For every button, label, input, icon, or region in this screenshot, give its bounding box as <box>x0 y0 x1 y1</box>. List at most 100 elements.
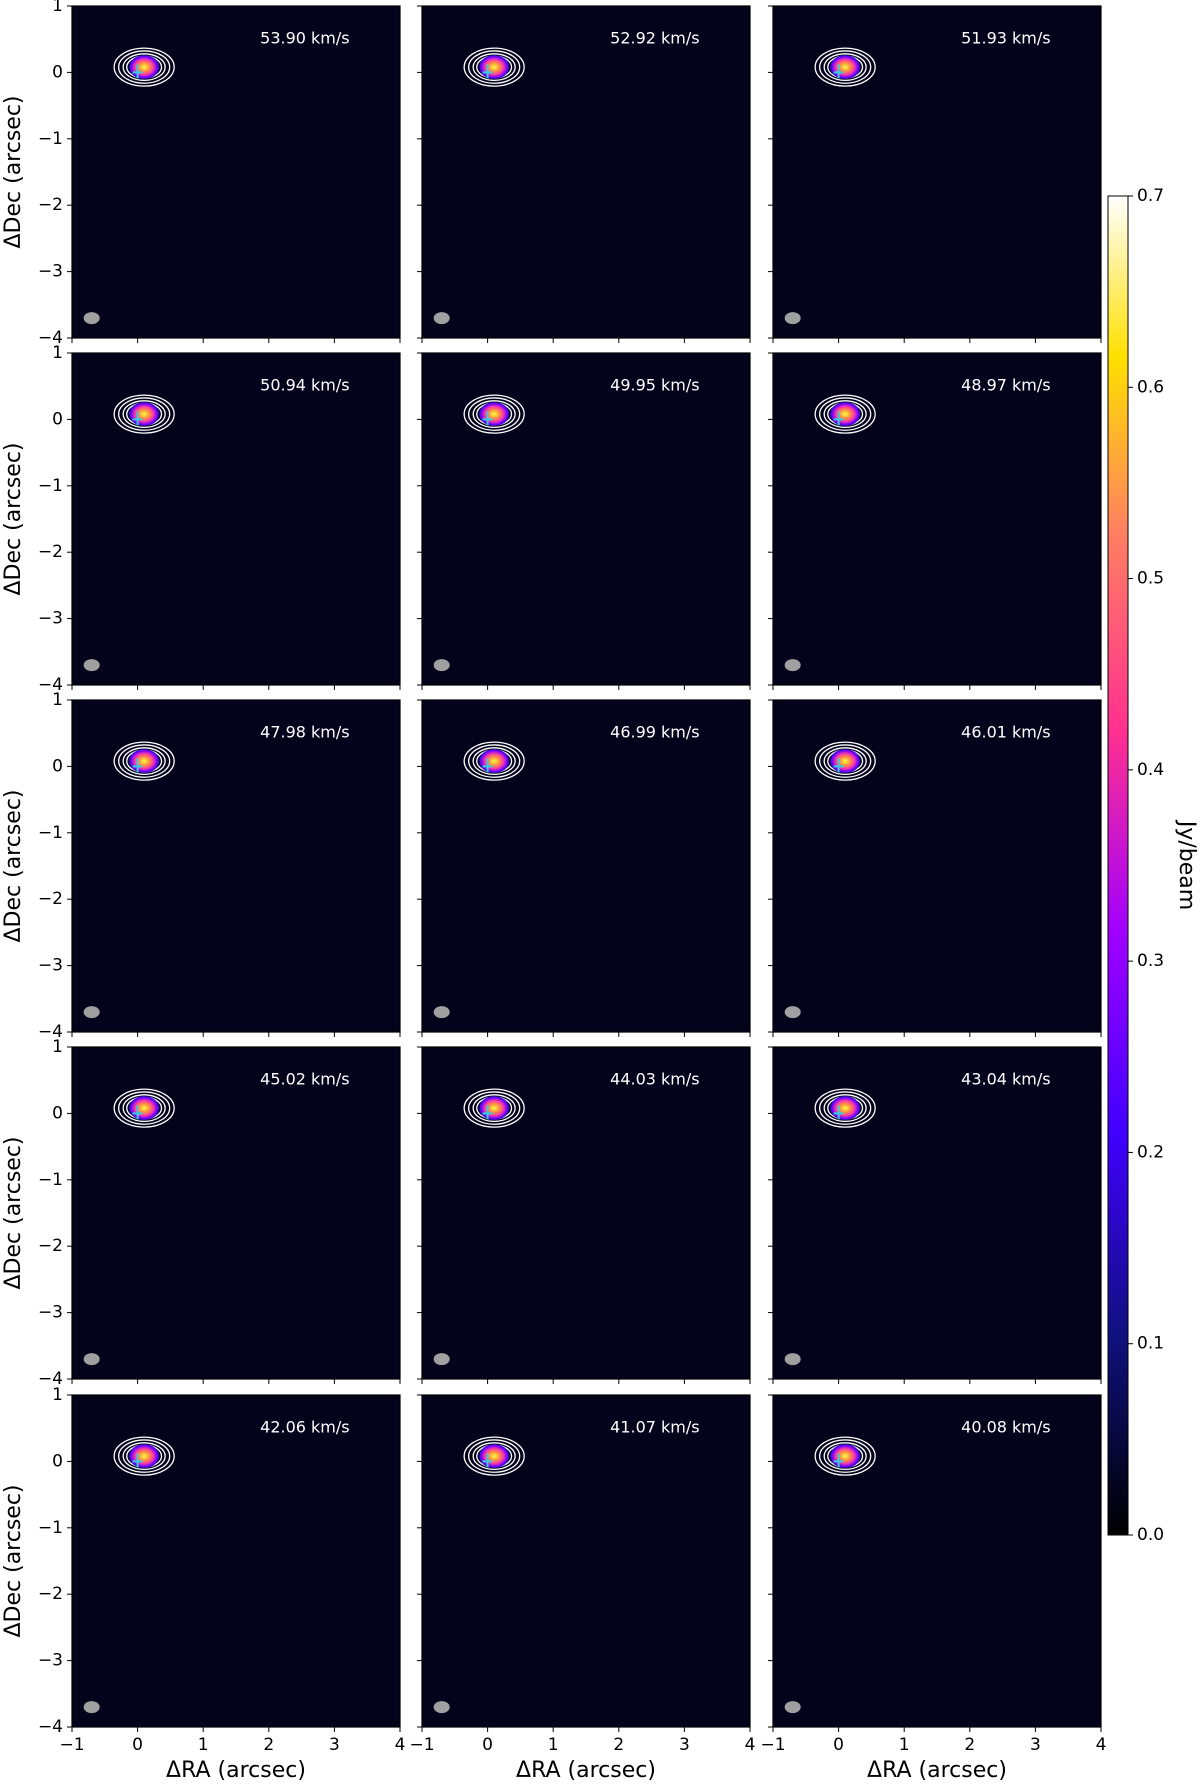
panel: 43.04 km/s <box>768 1046 1102 1384</box>
source-marker <box>132 1453 143 1468</box>
contour <box>468 397 521 431</box>
x-axis-label: ΔRA (arcsec) <box>867 1758 1007 1783</box>
colorbar-tick-label: 0.7 <box>1137 186 1164 206</box>
source-marker <box>833 411 844 426</box>
y-axis-label: ΔDec (arcsec) <box>1 789 26 942</box>
panel-frame <box>421 1046 751 1380</box>
colorbar-tick-label: 0.0 <box>1137 1525 1164 1545</box>
panel: 51.93 km/s <box>768 5 1102 343</box>
source-emission <box>479 1444 510 1469</box>
panel-frame <box>71 352 401 686</box>
source-emission <box>129 55 160 80</box>
panel-frame <box>71 699 401 1033</box>
y-tick-label: −1 <box>38 129 63 149</box>
source-marker <box>833 1453 844 1468</box>
contour <box>468 1091 521 1125</box>
velocity-label: 41.07 km/s <box>610 1418 699 1437</box>
contour <box>823 400 867 429</box>
contour <box>122 400 166 429</box>
y-tick-label: −3 <box>38 1303 63 1323</box>
contour <box>819 1439 872 1473</box>
x-tick-label: 1 <box>899 1735 910 1755</box>
velocity-label: 53.90 km/s <box>260 29 349 48</box>
y-tick-label: 1 <box>52 1037 63 1057</box>
x-tick-label: −1 <box>409 1735 434 1755</box>
source-emission <box>830 55 861 80</box>
contour <box>463 1436 525 1476</box>
x-tick-label: 4 <box>395 1735 406 1755</box>
colorbar-tick-label: 0.2 <box>1137 1142 1164 1162</box>
panel: 46.01 km/s <box>768 699 1102 1037</box>
panel: 42.06 km/s −1 0 1 2 3 4 −4 −3 −2 −1 0 1 ΔDec (arcsec)… <box>1 1385 405 1783</box>
y-tick-label: 1 <box>52 1385 63 1405</box>
panel-background <box>72 6 400 338</box>
x-tick-label: 0 <box>132 1735 143 1755</box>
panel-background <box>422 1395 750 1727</box>
y-tick-label: −4 <box>38 1717 63 1737</box>
y-tick-label: −2 <box>38 542 63 562</box>
contour <box>823 53 867 82</box>
source-emission <box>830 1096 861 1121</box>
contour <box>113 47 175 87</box>
velocity-label: 46.99 km/s <box>610 723 699 742</box>
beam <box>784 1701 801 1714</box>
source-emission <box>129 1444 160 1469</box>
panel: 47.98 km/s −4 −3 −2 −1 0 1 ΔDec (arcsec) <box>1 690 401 1042</box>
panel-background <box>773 700 1101 1032</box>
y-tick-label: 0 <box>52 756 63 776</box>
colorbar-tick-label: 0.1 <box>1137 1334 1164 1354</box>
panel-background <box>773 1047 1101 1379</box>
y-tick-label: −3 <box>38 956 63 976</box>
x-tick-label: 3 <box>679 1735 690 1755</box>
velocity-label: 50.94 km/s <box>260 376 349 395</box>
contour <box>118 744 171 778</box>
source-emission <box>479 402 510 427</box>
y-tick-label: 1 <box>52 343 63 363</box>
contour <box>463 741 525 781</box>
source-marker <box>482 1453 493 1468</box>
beam <box>784 659 801 672</box>
beam <box>433 1353 450 1366</box>
panel: 41.07 km/s −1 0 1 2 3 4 ΔRA (arcsec) <box>409 1394 756 1783</box>
source-emission <box>479 1096 510 1121</box>
source-emission <box>830 749 861 774</box>
panel-frame <box>772 1394 1102 1728</box>
panel: 49.95 km/s <box>417 352 751 690</box>
beam <box>83 312 100 325</box>
x-tick-label: 4 <box>745 1735 756 1755</box>
contour <box>819 50 872 84</box>
panel-frame <box>421 352 751 686</box>
panel-background <box>422 700 750 1032</box>
beam <box>83 1701 100 1714</box>
source-emission <box>830 1444 861 1469</box>
panel-frame <box>71 1046 401 1380</box>
y-tick-label: −2 <box>38 1584 63 1604</box>
y-tick-label: −4 <box>38 1369 63 1389</box>
velocity-label: 43.04 km/s <box>961 1070 1050 1089</box>
contour <box>122 53 166 82</box>
panel-background <box>773 1395 1101 1727</box>
panel-background <box>773 6 1101 338</box>
panel-background <box>72 700 400 1032</box>
beam <box>83 1006 100 1019</box>
panel: 52.92 km/s <box>417 5 751 343</box>
panel-frame <box>71 1394 401 1728</box>
y-axis-label: ΔDec (arcsec) <box>1 95 26 248</box>
y-tick-label: −1 <box>38 1518 63 1538</box>
velocity-label: 47.98 km/s <box>260 723 349 742</box>
panel-background <box>422 1047 750 1379</box>
contour <box>122 1094 166 1123</box>
colorbar-label: Jy/beam <box>1174 819 1199 910</box>
contour <box>472 53 516 82</box>
velocity-label: 51.93 km/s <box>961 29 1050 48</box>
contour <box>113 1088 175 1128</box>
panel: 46.99 km/s <box>417 699 751 1037</box>
panel-frame <box>772 699 1102 1033</box>
panel-frame <box>421 5 751 339</box>
source-marker <box>482 758 493 773</box>
panel-frame <box>71 5 401 339</box>
beam <box>83 659 100 672</box>
panel-background <box>72 1047 400 1379</box>
contour <box>122 1442 166 1471</box>
